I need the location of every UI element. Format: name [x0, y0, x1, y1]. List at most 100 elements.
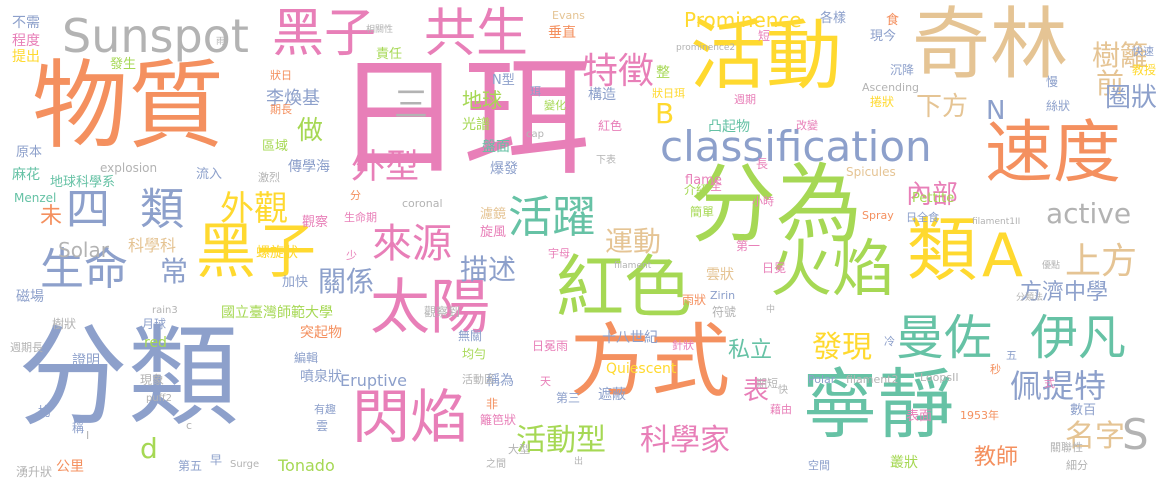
word: 快	[778, 385, 788, 396]
word: 程度	[12, 33, 40, 49]
word: 叢狀	[890, 455, 918, 471]
word: 雲狀	[706, 267, 734, 283]
word: Polar	[808, 373, 836, 386]
word: 國立臺灣師範大學	[221, 305, 333, 321]
word: 凸起物	[708, 119, 750, 135]
word: 介紹	[684, 183, 709, 197]
word: 公里	[56, 459, 84, 475]
word: 科學科	[128, 236, 177, 255]
word: 優點	[1042, 261, 1061, 271]
word: 絲狀	[1046, 99, 1071, 113]
word: Sunspot	[62, 9, 249, 63]
word: 符號	[712, 305, 737, 319]
word: rain3	[152, 305, 178, 316]
word: 生命	[40, 244, 128, 295]
word: B	[655, 97, 675, 130]
word: 提出	[12, 49, 40, 65]
word: 前	[1096, 67, 1125, 100]
word: 藉由	[770, 403, 792, 416]
word: classification	[660, 122, 932, 171]
word: 方式	[570, 315, 730, 408]
word: 關係	[318, 265, 375, 298]
word: 生命期	[344, 211, 377, 224]
word: filament1II	[972, 217, 1021, 227]
word: 外觀	[220, 189, 288, 229]
word: 地球科學系	[50, 175, 116, 190]
word: 下表	[596, 155, 616, 166]
word: 突起物	[300, 325, 342, 341]
word: 發生	[110, 57, 137, 72]
word: c	[186, 419, 193, 432]
word: 盤面	[482, 139, 510, 155]
word: 噴泉狀	[300, 369, 342, 385]
word: 閃焰	[352, 383, 469, 451]
word: 日冕	[762, 261, 787, 275]
word: 之間	[486, 459, 506, 470]
word: active	[1046, 197, 1132, 230]
word: N	[986, 96, 1006, 126]
word: 週期	[734, 93, 756, 106]
word: 構造	[588, 87, 616, 103]
word: 空間	[808, 459, 830, 472]
word: red	[144, 335, 167, 351]
word: 分	[350, 189, 361, 202]
word: 早	[210, 453, 223, 467]
word: 方濟中學	[1020, 280, 1109, 305]
word: 表	[743, 376, 770, 406]
word: 活動	[690, 11, 842, 100]
word: 流入	[196, 167, 223, 182]
word: 黑子	[196, 217, 316, 287]
word: Eruptive	[340, 371, 408, 390]
word: 磁場	[16, 289, 44, 305]
word: 籬笆狀	[480, 413, 517, 427]
word: 螺旋狀	[256, 245, 298, 261]
word: 沉降	[890, 63, 915, 77]
word: 針狀	[672, 339, 694, 352]
word: 激烈	[258, 171, 280, 184]
word: 狀日	[270, 69, 292, 82]
word: explosion	[100, 161, 158, 175]
word: Quiescent	[606, 361, 677, 377]
word: Spicules	[846, 165, 896, 179]
word: 非	[486, 397, 499, 411]
word: 少	[346, 249, 357, 262]
word: 寧靜	[802, 360, 954, 449]
word: 上方	[1065, 241, 1138, 282]
word: 有趣	[314, 403, 336, 416]
word: 活動區	[462, 373, 495, 386]
word: 觀察	[302, 215, 329, 230]
word: A	[982, 221, 1024, 291]
word: 雲	[316, 419, 329, 433]
word: 中	[766, 305, 776, 315]
word: 火焰	[770, 232, 895, 305]
word: 未	[40, 204, 63, 229]
word: 期長	[270, 103, 292, 116]
word: 傳學海	[288, 159, 330, 175]
word: 麻花	[12, 167, 40, 183]
word: 曼佐	[896, 310, 993, 366]
word: 均	[38, 405, 52, 420]
word: 運動	[605, 225, 662, 258]
word: 小時	[752, 195, 774, 208]
word: flame	[685, 173, 722, 188]
word: 第三	[556, 391, 581, 405]
word: coronal	[402, 197, 443, 210]
word: Tonado	[278, 456, 335, 475]
word: 李煥基	[266, 88, 320, 109]
word: Zirin	[710, 289, 736, 302]
word: puff2	[146, 393, 172, 404]
word: 湧升狀	[16, 465, 53, 479]
word: 表面	[906, 409, 933, 424]
word: 全	[710, 179, 723, 193]
word: Pettite	[912, 191, 955, 206]
word: 均勻	[462, 347, 487, 361]
word: 旋風	[480, 225, 507, 240]
word: Solar	[58, 238, 109, 262]
word: 日全食	[906, 211, 939, 224]
word: 遮蔽	[598, 387, 626, 403]
word: 關聯性	[1050, 441, 1083, 454]
word: 珥	[530, 85, 541, 98]
word: 整	[656, 65, 670, 81]
word: filament2	[846, 373, 899, 386]
